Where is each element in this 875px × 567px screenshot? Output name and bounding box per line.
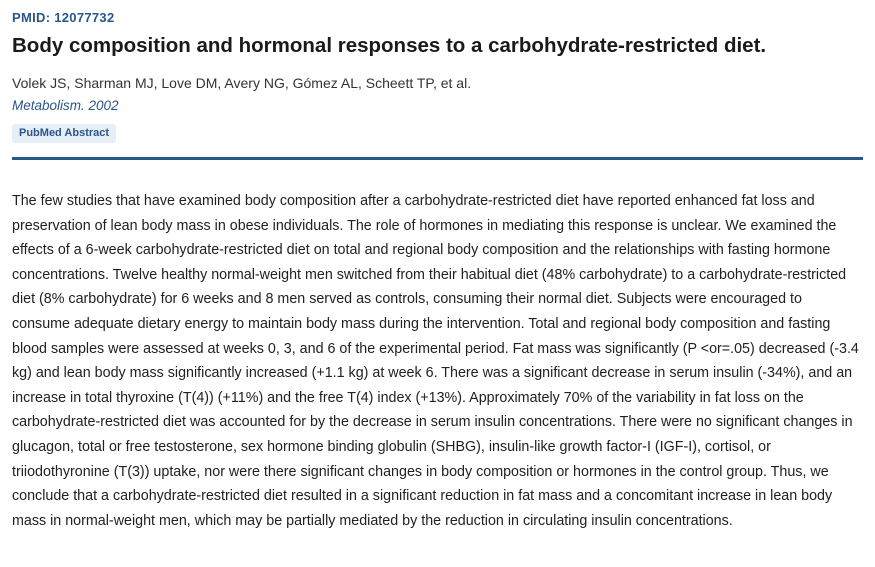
- author-list: Volek JS, Sharman MJ, Love DM, Avery NG,…: [12, 75, 472, 91]
- journal-citation: Metabolism. 2002: [12, 98, 119, 113]
- source-badge: PubMed Abstract: [12, 124, 117, 143]
- article-title: Body composition and hormonal responses …: [12, 34, 767, 57]
- pmid-label: PMID: 12077732: [12, 10, 115, 25]
- abstract-text: The few studies that have examined body …: [12, 193, 859, 529]
- header-divider: [12, 157, 863, 160]
